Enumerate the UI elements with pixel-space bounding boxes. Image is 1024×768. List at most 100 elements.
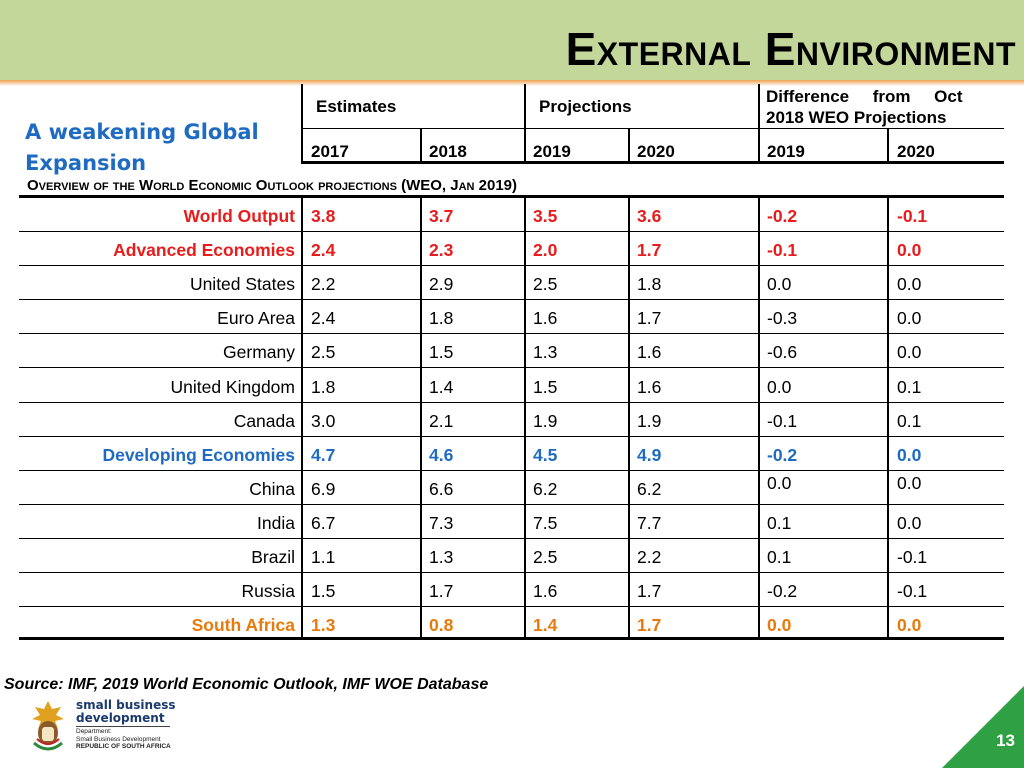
row-value: 2.4 bbox=[311, 240, 336, 261]
row-value: 6.7 bbox=[311, 512, 336, 533]
row-value: 4.7 bbox=[311, 444, 336, 465]
row-value: 0.0 bbox=[897, 444, 922, 465]
table-row: United Kingdom 1.8 1.4 1.5 1.6 0.0 0.1 bbox=[19, 369, 1004, 403]
header-estimates: Estimates bbox=[316, 97, 397, 116]
table-row: India 6.7 7.3 7.5 7.7 0.1 0.0 bbox=[19, 505, 1004, 539]
row-value: 0.0 bbox=[897, 615, 922, 636]
row-value: 2.5 bbox=[311, 342, 336, 363]
row-value: 2.0 bbox=[533, 240, 558, 261]
grid-line bbox=[887, 198, 889, 640]
year-header-2019: 2019 bbox=[533, 142, 571, 161]
row-value: 2.1 bbox=[429, 410, 454, 431]
row-value: -0.2 bbox=[767, 581, 798, 602]
row-value: 1.5 bbox=[533, 376, 558, 397]
row-value: 1.6 bbox=[637, 376, 662, 397]
row-value: -0.1 bbox=[897, 206, 928, 226]
row-value: 7.3 bbox=[429, 512, 454, 533]
row-country: Developing Economies bbox=[102, 444, 295, 465]
table-row: South Africa 1.3 0.8 1.4 1.7 0.0 0.0 bbox=[19, 607, 1004, 641]
grid-line bbox=[758, 198, 760, 640]
grid-line bbox=[887, 128, 889, 162]
grid-line bbox=[19, 572, 1004, 573]
sbd-logo: small business development Department: S… bbox=[28, 699, 178, 759]
header-difference-line1: Difference from Oct bbox=[766, 87, 963, 106]
logo-line2: development bbox=[76, 711, 165, 725]
row-value: 1.3 bbox=[429, 547, 454, 567]
grid-line bbox=[19, 537, 1004, 539]
row-value: 1.8 bbox=[311, 376, 336, 397]
grid-line bbox=[19, 367, 1004, 369]
table-row: Advanced Economies 2.4 2.3 2.0 1.7 -0.1 0.0 bbox=[19, 232, 1004, 267]
coat-of-arms-icon bbox=[32, 701, 64, 751]
row-value: 0.1 bbox=[767, 547, 792, 567]
row-value: 6.2 bbox=[637, 478, 662, 499]
row-value: 1.8 bbox=[637, 274, 662, 295]
row-value: -0.6 bbox=[767, 342, 798, 363]
row-value: 0.0 bbox=[767, 615, 792, 636]
row-value: 0.0 bbox=[767, 472, 792, 493]
row-value: 1.7 bbox=[429, 581, 454, 602]
row-value: 1.6 bbox=[533, 308, 558, 329]
row-value: 2.4 bbox=[311, 308, 336, 329]
row-value: 1.3 bbox=[533, 342, 558, 363]
row-value: 0.8 bbox=[429, 615, 454, 636]
logo-wordmark: small business development bbox=[76, 699, 176, 725]
row-value: 0.0 bbox=[767, 376, 792, 397]
grid-line bbox=[420, 128, 422, 162]
grid-line bbox=[524, 84, 526, 162]
row-value: 0.1 bbox=[767, 512, 792, 533]
row-value: 0.0 bbox=[897, 472, 922, 493]
row-country: Germany bbox=[223, 342, 295, 363]
row-value: 3.0 bbox=[311, 410, 336, 431]
row-country: South Africa bbox=[191, 615, 295, 636]
grid-line bbox=[19, 435, 1004, 437]
row-value: 1.4 bbox=[533, 615, 558, 636]
grid-line bbox=[758, 84, 760, 162]
year-header-2018: 2018 bbox=[429, 142, 467, 161]
row-value: 6.6 bbox=[429, 478, 454, 499]
diff-header-2020: 2020 bbox=[897, 142, 935, 161]
row-value: 4.6 bbox=[429, 444, 454, 465]
page-number: 13 bbox=[996, 731, 1015, 750]
row-value: -0.2 bbox=[767, 206, 798, 226]
row-value: 1.5 bbox=[429, 342, 454, 363]
grid-line bbox=[19, 401, 1004, 403]
grid-line bbox=[19, 606, 1004, 608]
row-value: 1.6 bbox=[637, 342, 662, 363]
row-country: China bbox=[249, 478, 295, 499]
row-country: Russia bbox=[241, 581, 296, 602]
row-value: 6.2 bbox=[533, 478, 558, 499]
row-country: Canada bbox=[233, 410, 295, 431]
row-value: 7.7 bbox=[637, 512, 662, 533]
diff-header-2019: 2019 bbox=[767, 142, 805, 161]
row-value: 3.6 bbox=[637, 206, 662, 226]
row-value: -0.2 bbox=[767, 444, 798, 465]
row-value: 2.3 bbox=[429, 240, 454, 261]
slide-subtitle: A weakening Global Expansion bbox=[25, 120, 259, 175]
grid-line bbox=[19, 299, 1004, 301]
row-value: 3.7 bbox=[429, 206, 454, 226]
grid-line bbox=[19, 637, 1004, 640]
overview-caption: Overview of the World Economic Outlook p… bbox=[27, 177, 518, 194]
grid-line bbox=[19, 195, 1004, 198]
table-row: China 6.9 6.6 6.2 6.2 0.0 0.0 bbox=[19, 471, 1004, 505]
year-header-2017: 2017 bbox=[311, 142, 349, 161]
row-value: 7.5 bbox=[533, 512, 558, 533]
logo-dept1: Department: bbox=[76, 728, 112, 735]
grid-line bbox=[301, 161, 1004, 164]
row-value: 1.3 bbox=[311, 615, 336, 636]
grid-line bbox=[301, 128, 1004, 129]
slide-title: External Environment bbox=[565, 23, 1016, 75]
header-band bbox=[0, 0, 1024, 80]
logo-line1: small business bbox=[76, 698, 176, 712]
grid-line bbox=[628, 198, 630, 640]
grid-line bbox=[524, 198, 526, 640]
row-value: 1.1 bbox=[311, 547, 336, 567]
row-value: 1.6 bbox=[533, 581, 558, 602]
grid-line bbox=[301, 198, 303, 640]
row-value: 6.9 bbox=[311, 478, 336, 499]
table-row: Canada 3.0 2.1 1.9 1.9 -0.1 0.1 bbox=[19, 403, 1004, 437]
corner-triangle bbox=[942, 686, 1024, 768]
row-value: 2.2 bbox=[637, 547, 662, 567]
row-value: 2.2 bbox=[311, 274, 336, 295]
